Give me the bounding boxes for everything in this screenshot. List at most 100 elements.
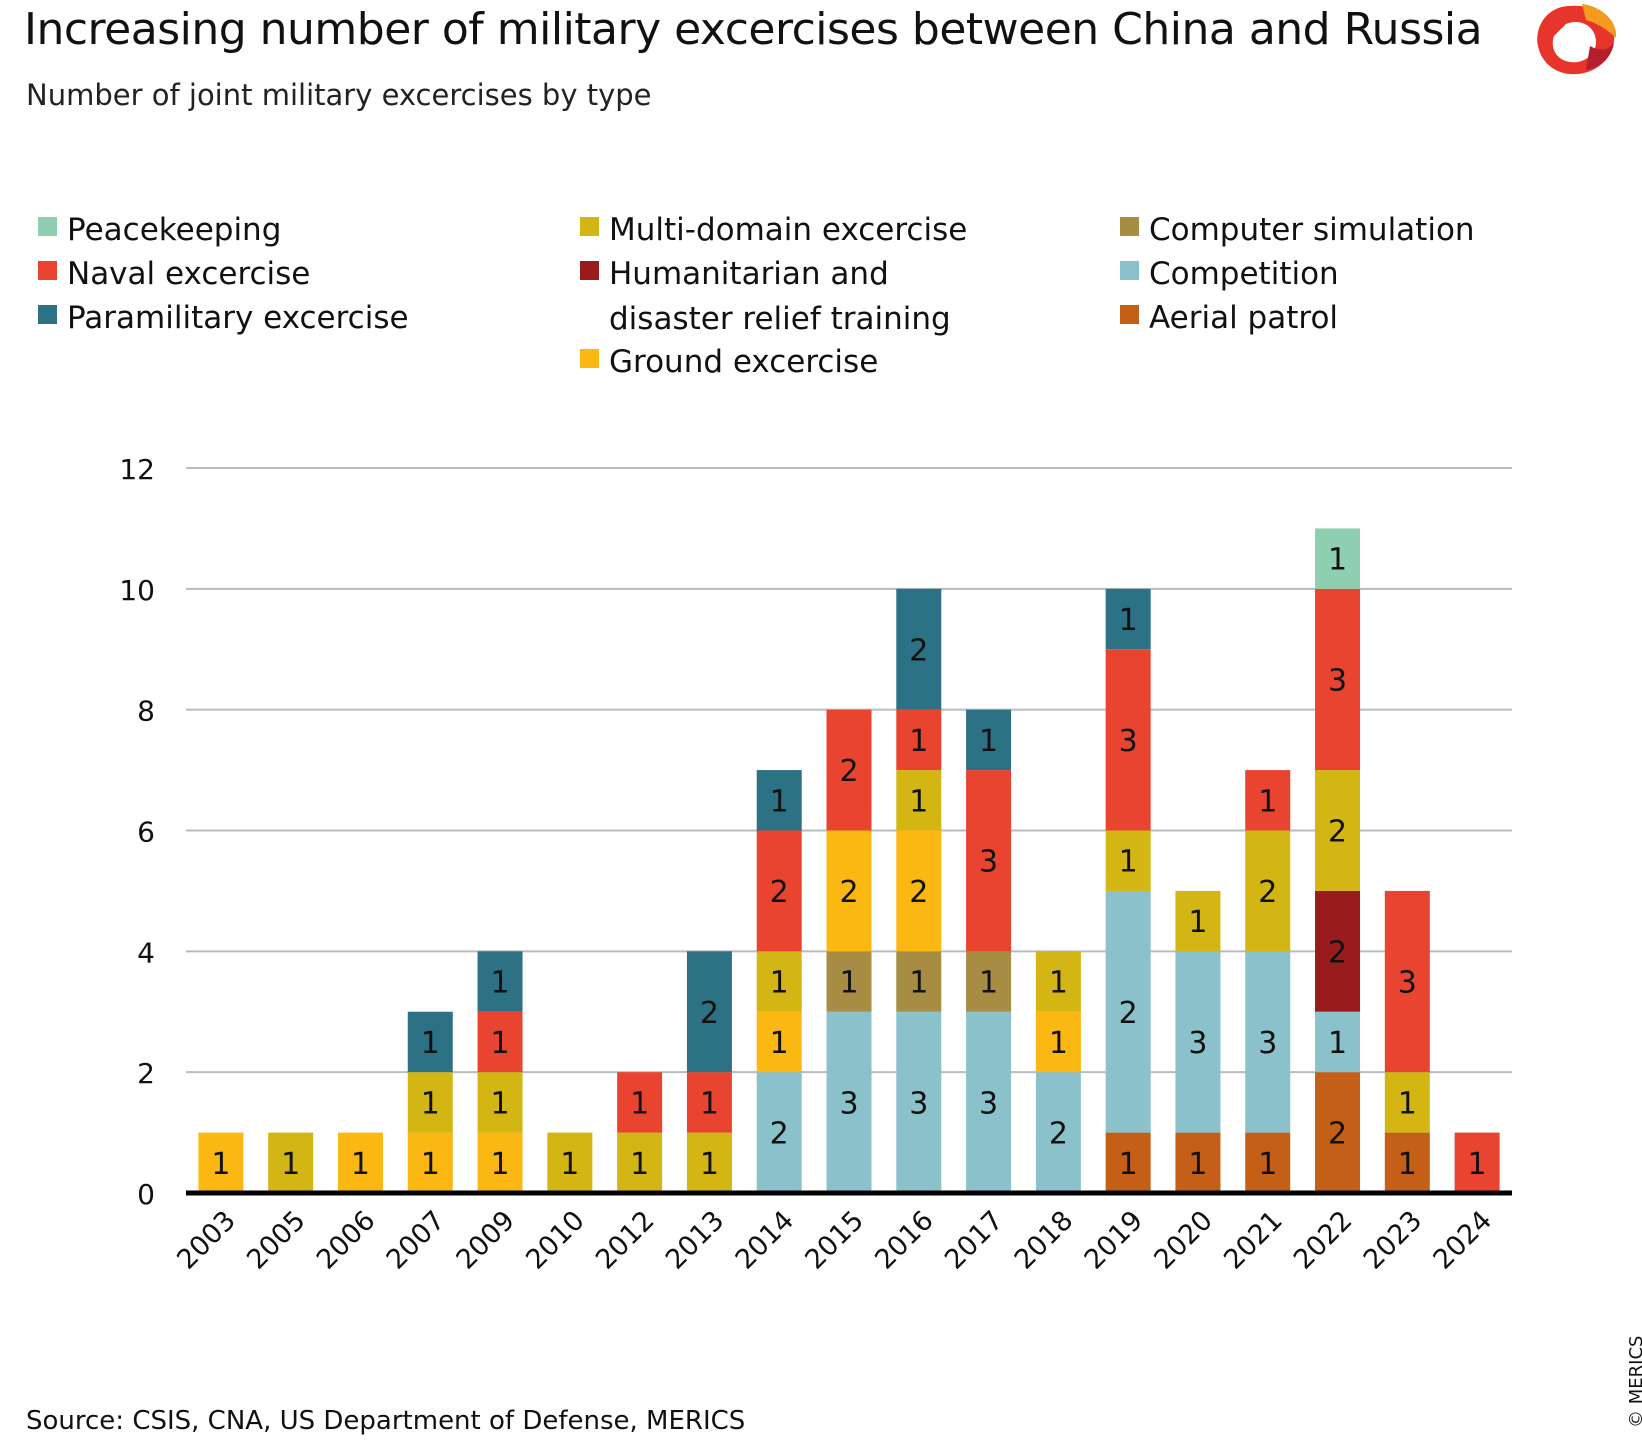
- bar-segment: [686, 1072, 732, 1133]
- bar-segment: [1384, 890, 1430, 1073]
- bar-segment: [756, 830, 802, 952]
- bar-segment: [1175, 1132, 1221, 1193]
- bar-value-label: 2: [700, 996, 719, 1031]
- y-tick-label: 6: [137, 816, 155, 849]
- bar-value-label: 3: [979, 845, 998, 880]
- copyright-note: © MERICS: [1626, 1335, 1642, 1428]
- bar-segment: [826, 830, 872, 952]
- bar-segment: [966, 709, 1012, 771]
- bar-value-label: 1: [491, 1086, 510, 1121]
- bar-segment: [477, 1011, 523, 1073]
- bar-value-label: 1: [421, 1026, 440, 1061]
- bar-value-label: 1: [909, 724, 928, 759]
- bar-value-label: 1: [839, 966, 858, 1001]
- bar-value-label: 1: [1398, 1147, 1417, 1182]
- bar-segment: [1035, 1011, 1081, 1073]
- bar-segment: [1454, 1132, 1500, 1193]
- bar-value-label: 1: [1398, 1086, 1417, 1121]
- bar-value-label: 1: [770, 1026, 789, 1061]
- bar-value-label: 1: [211, 1147, 230, 1182]
- bar-segment: [1175, 890, 1221, 952]
- bar-value-label: 1: [909, 784, 928, 819]
- source-note: Source: CSIS, CNA, US Department of Defe…: [26, 1406, 746, 1436]
- bar-value-label: 1: [351, 1147, 370, 1182]
- bar-value-label: 1: [1188, 905, 1207, 940]
- bar-segment: [1035, 1072, 1081, 1193]
- bar-segment: [1315, 1072, 1361, 1193]
- bar-segment: [686, 951, 732, 1073]
- bar-segment: [756, 770, 802, 831]
- bar-value-label: 1: [491, 1026, 510, 1061]
- bar-segment: [1105, 649, 1151, 831]
- x-tick-label: 2012: [590, 1205, 661, 1276]
- y-tick-label: 0: [137, 1178, 155, 1211]
- bar-segment: [826, 951, 872, 1012]
- bar-value-label: 1: [1328, 1026, 1347, 1061]
- x-tick-label: 2009: [450, 1205, 521, 1276]
- bar-value-label: 2: [909, 633, 928, 668]
- bar-segment: [1384, 1072, 1430, 1133]
- bar-value-label: 1: [421, 1147, 440, 1182]
- bar-value-label: 3: [1398, 966, 1417, 1001]
- bar-segment: [547, 1132, 593, 1193]
- y-tick-label: 4: [137, 936, 155, 969]
- bar-value-label: 3: [979, 1086, 998, 1121]
- bar-segment: [268, 1132, 314, 1193]
- bar-segment: [477, 951, 523, 1012]
- y-tick-label: 12: [119, 453, 155, 486]
- bar-value-label: 1: [770, 784, 789, 819]
- bar-segment: [617, 1132, 663, 1193]
- bar-value-label: 1: [1049, 966, 1068, 1001]
- x-tick-label: 2015: [799, 1205, 870, 1276]
- bar-segment: [1105, 830, 1151, 891]
- bar-segment: [1035, 951, 1081, 1012]
- bar-segment: [1245, 770, 1291, 831]
- bar-segment: [1315, 890, 1361, 1012]
- bar-segment: [896, 1011, 942, 1193]
- bar-value-label: 1: [491, 1147, 510, 1182]
- bar-value-label: 1: [700, 1147, 719, 1182]
- y-tick-label: 2: [137, 1057, 155, 1090]
- x-tick-label: 2021: [1218, 1205, 1289, 1276]
- bar-segment: [966, 1011, 1012, 1193]
- bar-segment: [966, 770, 1012, 952]
- bar-segment: [1245, 1132, 1291, 1193]
- bar-value-label: 2: [1328, 1117, 1347, 1152]
- bar-segment: [1105, 890, 1151, 1133]
- bar-value-label: 1: [1188, 1147, 1207, 1182]
- bar-segment: [756, 1072, 802, 1193]
- bar-segment: [826, 709, 872, 831]
- chart-title: Increasing number of military excercises…: [24, 4, 1483, 55]
- x-tick-label: 2022: [1288, 1205, 1359, 1276]
- bar-value-label: 1: [1049, 1026, 1068, 1061]
- x-tick-label: 2007: [381, 1205, 452, 1276]
- bar-value-label: 1: [560, 1147, 579, 1182]
- bar-value-label: 1: [1328, 543, 1347, 578]
- bar-segment: [756, 1011, 802, 1073]
- bar-segment: [407, 1072, 453, 1133]
- x-tick-label: 2006: [311, 1205, 382, 1276]
- bar-segment: [896, 709, 942, 771]
- bar-segment: [198, 1132, 244, 1193]
- bar-value-label: 3: [839, 1086, 858, 1121]
- bar-segment: [1105, 588, 1151, 650]
- bar-value-label: 3: [909, 1086, 928, 1121]
- bar-value-label: 1: [1119, 845, 1138, 880]
- x-tick-label: 2005: [241, 1205, 312, 1276]
- y-tick-label: 10: [119, 574, 155, 607]
- bar-segment: [896, 830, 942, 952]
- merics-logo: [1537, 4, 1617, 75]
- bar-segment: [756, 951, 802, 1012]
- bar-segment: [407, 1132, 453, 1193]
- bar-segment: [407, 1011, 453, 1073]
- bar-value-label: 2: [1049, 1117, 1068, 1152]
- bar-value-label: 1: [979, 724, 998, 759]
- bar-segment: [617, 1072, 663, 1133]
- bar-value-label: 1: [1258, 784, 1277, 819]
- bar-segment: [337, 1132, 383, 1193]
- bar-value-label: 2: [770, 875, 789, 910]
- bar-value-label: 1: [700, 1086, 719, 1121]
- bar-value-label: 3: [1258, 1026, 1277, 1061]
- bar-value-label: 1: [630, 1147, 649, 1182]
